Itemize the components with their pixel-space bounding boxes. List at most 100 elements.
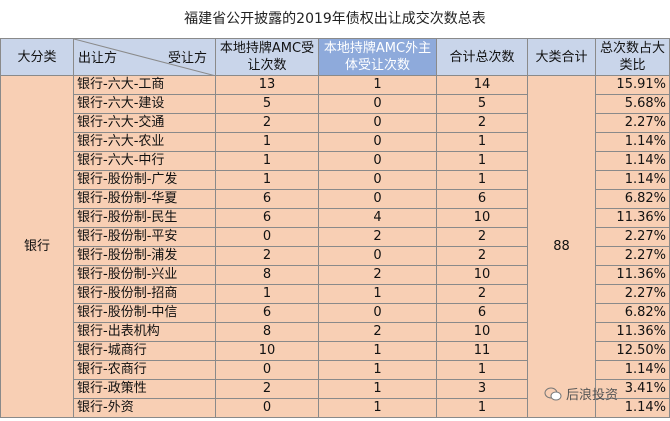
table-cell: 银行-股份制-广发 xyxy=(73,170,216,190)
watermark: 后浪投资 xyxy=(544,384,618,403)
table-cell: 0 xyxy=(318,113,437,133)
table-cell: 银行-农商行 xyxy=(73,360,216,380)
table-cell: 6.82% xyxy=(595,189,670,209)
table-cell: 2 xyxy=(436,227,528,247)
header-cell: 本地持牌AMC受让次数 xyxy=(215,38,319,76)
table-cell: 88 xyxy=(527,75,596,418)
header-row: 大分类 出让方 受让方 本地持牌AMC受让次数 本地持牌AMC外主体受让次数 合… xyxy=(0,38,670,76)
table-cell: 银行-股份制-平安 xyxy=(73,227,216,247)
table-row: 银行-六大-中行 1 0 1 1.14% xyxy=(1,151,670,171)
table-cell: 1 xyxy=(436,360,528,380)
table-cell: 8 xyxy=(215,322,319,342)
watermark-icon xyxy=(544,387,562,400)
table-cell: 11.36% xyxy=(595,322,670,342)
table-cell: 银行-六大-交通 xyxy=(73,113,216,133)
data-table: 大分类 出让方 受让方 本地持牌AMC受让次数 本地持牌AMC外主体受让次数 合… xyxy=(0,38,670,418)
table-cell: 0 xyxy=(215,398,319,418)
table-cell: 5 xyxy=(436,94,528,114)
table-cell: 2.27% xyxy=(595,284,670,304)
table-cell: 11.36% xyxy=(595,208,670,228)
table-cell: 10 xyxy=(215,341,319,361)
header-cell: 大类合计 xyxy=(527,38,596,76)
table-cell: 14 xyxy=(436,75,528,95)
table-cell: 13 xyxy=(215,75,319,95)
table-cell: 银行-股份制-中信 xyxy=(73,303,216,323)
table-cell: 1 xyxy=(215,170,319,190)
table-cell: 10 xyxy=(436,208,528,228)
table-cell: 0 xyxy=(215,360,319,380)
table-cell: 1 xyxy=(318,379,437,399)
table-cell: 2.27% xyxy=(595,227,670,247)
header-cell: 出让方 受让方 xyxy=(73,38,216,76)
table-cell: 2 xyxy=(318,227,437,247)
table-cell: 0 xyxy=(215,227,319,247)
table-cell: 10 xyxy=(436,265,528,285)
table-cell: 6 xyxy=(215,303,319,323)
header-cell: 本地持牌AMC外主体受让次数 xyxy=(318,38,437,76)
table-cell: 0 xyxy=(318,246,437,266)
table-cell: 银行 xyxy=(0,75,74,418)
table-row: 银行-六大-建设 5 0 5 5.68% xyxy=(1,94,670,114)
table-cell: 6 xyxy=(436,303,528,323)
table-cell: 0 xyxy=(318,132,437,152)
table-cell: 0 xyxy=(318,170,437,190)
table-cell: 0 xyxy=(318,151,437,171)
table-cell: 1.14% xyxy=(595,132,670,152)
table-title: 福建省公开披露的2019年债权出让成交次数总表 xyxy=(184,11,486,27)
table-cell: 5.68% xyxy=(595,94,670,114)
table-cell: 6.82% xyxy=(595,303,670,323)
table-cell: 2.27% xyxy=(595,113,670,133)
table-body: 银行 银行-六大-工商 13 1 14 88 15.91% 银行-六大-建设 5 0 5 5.68% 银… xyxy=(0,75,670,418)
table-cell: 1 xyxy=(318,284,437,304)
table-cell: 1.14% xyxy=(595,398,670,418)
table-cell: 1 xyxy=(436,170,528,190)
table-cell: 1 xyxy=(318,360,437,380)
table-cell: 11.36% xyxy=(595,265,670,285)
watermark-text: 后浪投资 xyxy=(565,388,618,403)
table-cell: 5 xyxy=(215,94,319,114)
table-cell: 6 xyxy=(436,189,528,209)
table-cell: 银行-股份制-华夏 xyxy=(73,189,216,209)
table-cell: 1 xyxy=(215,284,319,304)
table-cell: 1 xyxy=(215,132,319,152)
table-cell: 银行-政策性 xyxy=(73,379,216,399)
header-text: 出让方 xyxy=(78,51,118,66)
table-cell: 1.14% xyxy=(595,151,670,171)
table-row: 银行-政策性 2 1 3 3.41% xyxy=(1,379,670,399)
table-cell: 1 xyxy=(318,341,437,361)
table-row: 银行-股份制-广发 1 0 1 1.14% xyxy=(1,170,670,190)
table-cell: 6 xyxy=(215,189,319,209)
table-cell: 2 xyxy=(215,379,319,399)
table-row: 银行-股份制-招商 1 1 2 2.27% xyxy=(1,284,670,304)
table-cell: 银行-六大-农业 xyxy=(73,132,216,152)
header-cell: 合计总次数 xyxy=(436,38,528,76)
table-cell: 2 xyxy=(436,284,528,304)
table-row: 银行-股份制-民生 6 4 10 11.36% xyxy=(1,208,670,228)
table-cell: 3 xyxy=(436,379,528,399)
table-cell: 15.91% xyxy=(595,75,670,95)
table-cell: 银行-城商行 xyxy=(73,341,216,361)
table-cell: 6 xyxy=(215,208,319,228)
table-cell: 1 xyxy=(318,398,437,418)
table-cell: 银行-股份制-民生 xyxy=(73,208,216,228)
table-cell: 银行-股份制-招商 xyxy=(73,284,216,304)
diagonal xyxy=(74,39,213,75)
table-cell: 银行-股份制-兴业 xyxy=(73,265,216,285)
header-cell: 大分类 xyxy=(0,38,74,76)
table-cell: 银行-外资 xyxy=(73,398,216,418)
table-cell: 0 xyxy=(318,303,437,323)
table-cell: 12.50% xyxy=(595,341,670,361)
table-cell: 0 xyxy=(318,189,437,209)
table-cell: 2 xyxy=(318,265,437,285)
table-row: 银行-股份制-浦发 2 0 2 2.27% xyxy=(1,246,670,266)
table-cell: 2 xyxy=(318,322,437,342)
table-cell: 10 xyxy=(436,322,528,342)
table-cell: 1.14% xyxy=(595,170,670,190)
table-row: 银行-外资 0 1 1 1.14% xyxy=(1,398,670,418)
table-cell: 银行-六大-中行 xyxy=(73,151,216,171)
table-cell: 1 xyxy=(436,132,528,152)
table-cell: 1 xyxy=(436,151,528,171)
table-row: 银行-城商行 10 1 11 12.50% xyxy=(1,341,670,361)
header-text: 受让方 xyxy=(167,51,207,66)
